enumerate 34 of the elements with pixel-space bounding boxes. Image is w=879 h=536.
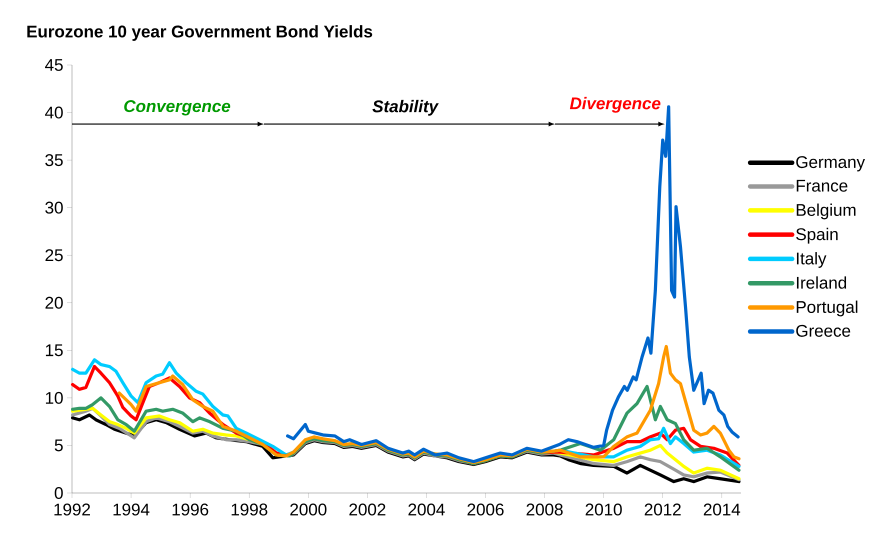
x-tick-label: 2012	[644, 504, 681, 516]
legend-label: Portugal	[796, 300, 858, 316]
y-tick-label: 5	[54, 440, 63, 452]
y-tick-label: 40	[45, 106, 63, 119]
x-tick-label: 2004	[408, 504, 445, 516]
x-tick-label: 2014	[704, 504, 740, 516]
y-tick-label: 10	[46, 392, 63, 404]
annotation: Stability	[372, 100, 439, 116]
x-tick-label: 2010	[586, 504, 622, 516]
x-tick-label: 1998	[232, 504, 268, 516]
y-tick-label: 15	[46, 344, 63, 356]
y-tick-label: 20	[46, 296, 63, 309]
legend-label: Belgium	[796, 204, 856, 220]
legend-label: Germany	[796, 156, 866, 172]
y-tick-label: 30	[45, 202, 63, 214]
x-tick-label: 2000	[290, 504, 326, 516]
legend-label: France	[796, 180, 848, 192]
legend-label: Greece	[796, 324, 850, 337]
x-tick-label: 2008	[526, 504, 563, 516]
chart-title: Eurozone 10 year Government Bond Yields	[27, 25, 372, 41]
annotation: Divergence	[570, 96, 660, 113]
x-tick-label: 1994	[114, 504, 150, 516]
x-tick-label: 1992	[54, 504, 90, 516]
legend-label: Italy	[796, 252, 826, 268]
y-tick-label: 35	[45, 154, 63, 166]
y-tick-label: 0	[54, 487, 63, 499]
annotation: Convergence	[124, 100, 230, 116]
y-tick-label: 45	[45, 59, 63, 71]
x-tick-label: 1996	[172, 504, 208, 516]
legend-label: Spain	[796, 228, 838, 244]
x-tick-label: 2006	[468, 504, 504, 516]
y-tick-label: 25	[46, 249, 63, 262]
x-tick-label: 2002	[349, 504, 386, 516]
legend-label: Ireland	[796, 276, 846, 289]
